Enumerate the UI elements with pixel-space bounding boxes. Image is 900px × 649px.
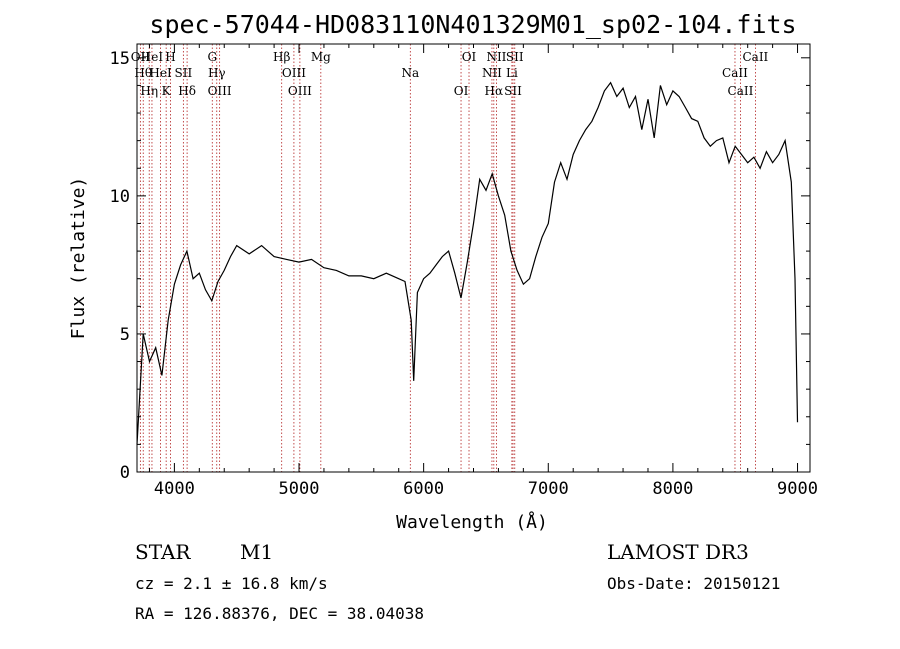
spectral-line-label: Mg [311, 50, 331, 64]
spectral-line-label: H [165, 50, 175, 64]
x-tick-label: 6000 [403, 479, 444, 499]
x-axis-label: Wavelength (Å) [396, 511, 548, 533]
spectral-line-label: Li [506, 66, 518, 80]
spectral-line-label: OI [462, 50, 477, 64]
object-class: STAR [135, 540, 191, 564]
y-tick-label: 0 [120, 463, 130, 483]
object-subclass: M1 [240, 540, 273, 564]
x-tick-label: 8000 [652, 479, 693, 499]
redshift-text: cz = 2.1 ± 16.8 km/s [135, 574, 328, 593]
x-axis-ticks: 4000 5000 6000 7000 8000 9000 [148, 44, 818, 499]
spectral-line-label: OIII [282, 66, 306, 80]
spectral-line-markers [139, 44, 756, 472]
spectral-line-label: G [207, 50, 217, 64]
spectral-line-label: OII [131, 50, 151, 64]
spectral-line-label: SII [506, 50, 524, 64]
spectral-line-label: K [162, 84, 172, 98]
spectral-line-label: Na [401, 66, 419, 80]
x-tick-label: 4000 [154, 479, 195, 499]
spectral-line-label: Hγ [208, 66, 226, 80]
spectral-line-label: CaII [728, 84, 754, 98]
spectral-line-label: Hα [485, 84, 504, 98]
spectral-line-label: NII [482, 66, 502, 80]
spectral-line-label: NII [486, 50, 506, 64]
spectral-line-label: HeI [141, 50, 164, 64]
survey-label: LAMOST DR3 [607, 540, 749, 564]
spectral-line-label: Hβ [273, 50, 290, 64]
spectral-line-label: Hη [140, 84, 158, 98]
spectral-line-label: OI [454, 84, 469, 98]
y-axis-label: Flux (relative) [68, 177, 89, 340]
spectral-line-label: SII [504, 84, 522, 98]
spectral-line-label: CaII [742, 50, 768, 64]
y-tick-label: 10 [110, 187, 130, 207]
chart-title: spec-57044-HD083110N401329M01_sp02-104.f… [149, 10, 796, 39]
y-tick-label: 5 [120, 325, 130, 345]
spectral-line-label: HeI [149, 66, 172, 80]
coordinates-text: RA = 126.88376, DEC = 38.04038 [135, 604, 424, 623]
spectral-line-label: Hδ [178, 84, 196, 98]
x-tick-label: 9000 [777, 479, 818, 499]
spectral-line-label: SII [175, 66, 193, 80]
obs-date-text: Obs-Date: 20150121 [607, 574, 780, 593]
x-tick-label: 5000 [279, 479, 320, 499]
y-tick-label: 15 [110, 49, 130, 69]
spectral-line-labels: OIIHθHηHeIHeIKHSIIHδGHγOIIIHβOIIIOIIIMgN… [131, 50, 769, 98]
spectrum-series-line [136, 81, 799, 445]
spectral-line-label: OIII [208, 84, 232, 98]
spectral-line-label: Hθ [134, 66, 152, 80]
x-tick-label: 7000 [528, 479, 569, 499]
spectral-line-label: OIII [288, 84, 312, 98]
plot-frame [136, 43, 811, 473]
y-axis-ticks: 0 5 10 15 [110, 49, 810, 483]
spectral-line-label: CaII [722, 66, 748, 80]
